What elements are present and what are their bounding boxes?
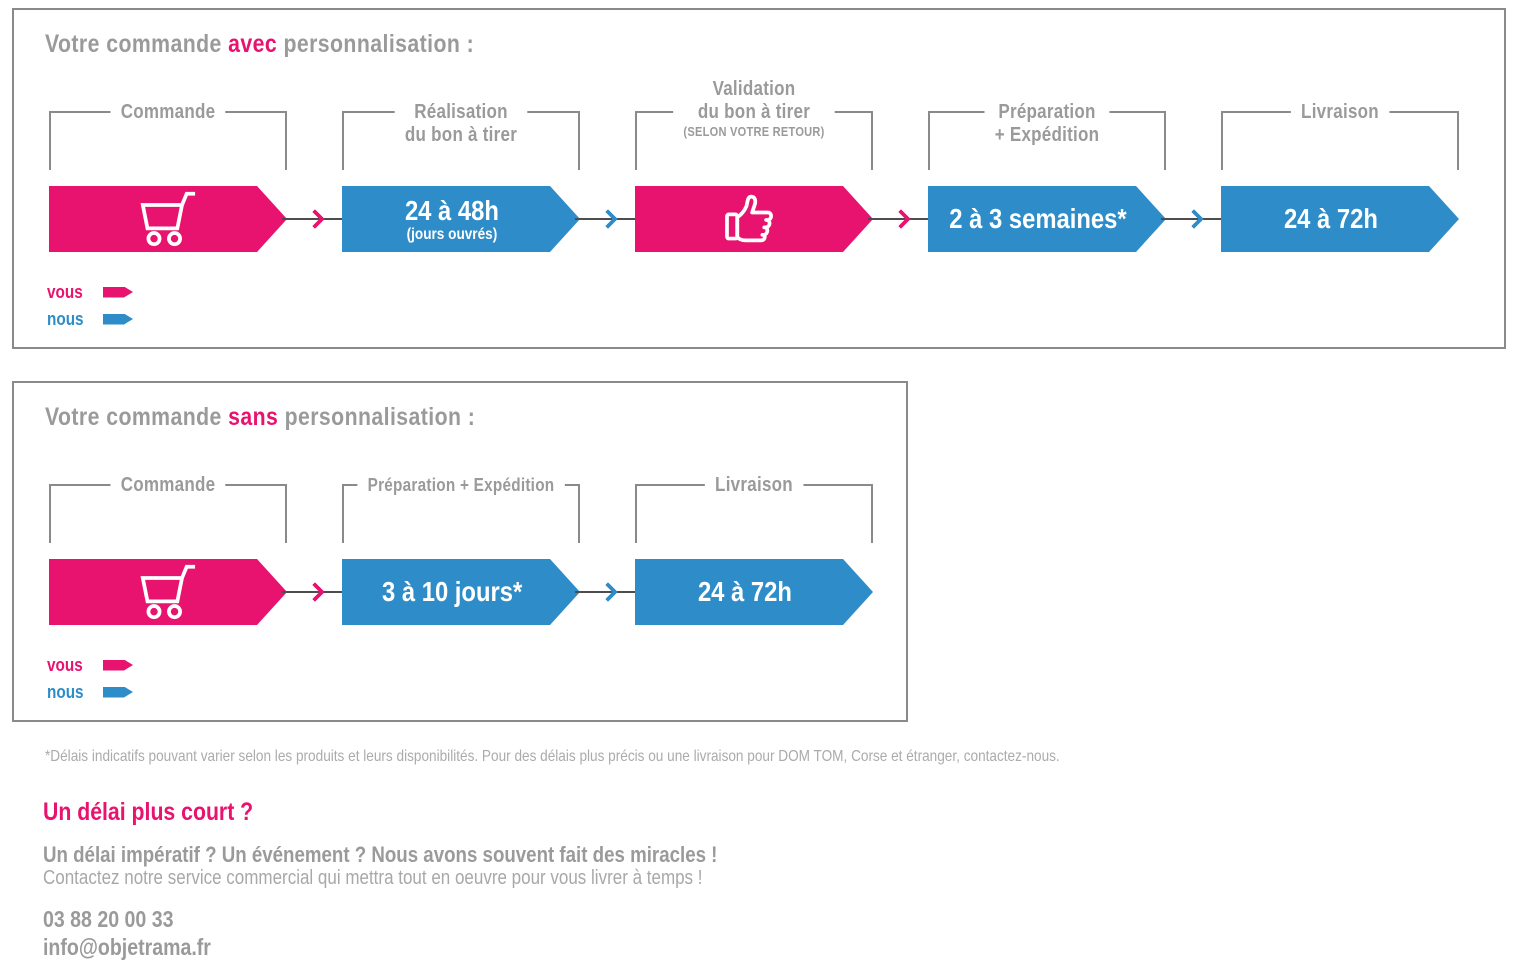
legend-label-nous: nous xyxy=(47,681,84,702)
legend: vous nous xyxy=(47,282,133,336)
flow-arrow xyxy=(282,111,347,252)
legend-row-vous: vous xyxy=(47,655,133,675)
legend-arrow-vous xyxy=(103,286,133,298)
step-commande: Commande xyxy=(49,474,287,625)
step-label: Livraison xyxy=(1301,101,1379,123)
step-block: 3 à 10 jours* xyxy=(342,559,580,625)
chevron-right-icon xyxy=(597,209,618,229)
step-bracket: Commande xyxy=(49,101,287,170)
step-label-note: (SELON VOTRE RETOUR) xyxy=(683,124,825,139)
step-duration: 3 à 10 jours* xyxy=(381,576,522,607)
panel-title: Votre commande sans personnalisation : xyxy=(45,403,551,432)
flow-arrow xyxy=(282,484,347,625)
step-bracket: Validation du bon à tirer (SELON VOTRE R… xyxy=(635,78,873,170)
step-realisation-bat: Réalisation du bon à tirer 24 à 48h (jou… xyxy=(342,101,580,252)
step-label: du bon à tirer xyxy=(404,124,518,146)
without-personalization-panel: Votre commande sans personnalisation : C… xyxy=(12,381,908,722)
flow-arrow xyxy=(868,111,933,252)
email-address: info@objetrama.fr xyxy=(43,934,211,960)
step-label: Commande xyxy=(120,474,216,496)
chevron-right-icon xyxy=(1183,209,1204,229)
with-personalization-panel: Votre commande avec personnalisation : C… xyxy=(12,8,1506,349)
step-block: 2 à 3 semaines* xyxy=(928,186,1166,252)
step-duration: 24 à 72h xyxy=(1283,203,1378,234)
step-livraison: Livraison 24 à 72h xyxy=(635,474,873,625)
panel-title: Votre commande avec personnalisation : xyxy=(45,30,550,59)
panel-title-suffix: personnalisation : xyxy=(283,30,475,58)
chevron-right-icon xyxy=(597,582,618,602)
legend-label-vous: vous xyxy=(47,654,83,675)
step-block xyxy=(49,559,287,625)
legend: vous nous xyxy=(47,655,133,709)
step-duration-note: (jours ouvrés) xyxy=(406,225,497,243)
step-bracket: Livraison xyxy=(1221,101,1459,170)
step-block: 24 à 48h (jours ouvrés) xyxy=(342,186,580,252)
step-block: 24 à 72h xyxy=(635,559,873,625)
step-bracket: Préparation + Expédition xyxy=(342,474,580,543)
flow-arrow xyxy=(1161,111,1226,252)
panel-title-prefix: Votre commande xyxy=(45,403,222,431)
step-label: Préparation xyxy=(998,101,1096,123)
step-preparation-expedition: Préparation + Expédition 3 à 10 jours* xyxy=(342,474,580,625)
step-label: Livraison xyxy=(715,474,793,496)
chevron-right-icon xyxy=(304,209,325,229)
step-label: Commande xyxy=(120,101,216,123)
panel-title-highlight: avec xyxy=(228,30,278,58)
legend-row-nous: nous xyxy=(47,682,133,702)
step-preparation-expedition: Préparation + Expédition 2 à 3 semaines* xyxy=(928,101,1166,252)
legend-label-vous: vous xyxy=(47,281,83,302)
flow-arrow xyxy=(575,111,640,252)
legend-arrow-nous xyxy=(103,686,133,698)
legend-arrow-vous xyxy=(103,659,133,671)
step-bracket: Préparation + Expédition xyxy=(928,101,1166,170)
panel-title-prefix: Votre commande xyxy=(45,30,222,58)
step-bracket: Commande xyxy=(49,474,287,543)
panel-title-suffix: personnalisation : xyxy=(284,403,476,431)
chevron-right-icon xyxy=(890,209,911,229)
legend-row-vous: vous xyxy=(47,282,133,302)
shorter-delay-heading: Un délai plus court ? xyxy=(43,798,254,826)
legend-row-nous: nous xyxy=(47,309,133,329)
step-commande: Commande xyxy=(49,101,287,252)
step-block xyxy=(49,186,287,252)
cta-regular-line: Contactez notre service commercial qui m… xyxy=(43,867,703,889)
phone-number: 03 88 20 00 33 xyxy=(43,906,174,932)
legend-label-nous: nous xyxy=(47,308,84,329)
cart-icon xyxy=(133,564,203,620)
cart-icon xyxy=(133,191,203,247)
step-label: du bon à tirer xyxy=(697,101,811,123)
flow-arrow xyxy=(575,484,640,625)
step-label: Validation xyxy=(712,78,796,100)
panel-title-highlight: sans xyxy=(228,403,279,431)
step-duration: 24 à 72h xyxy=(697,576,792,607)
step-block xyxy=(635,186,873,252)
chevron-right-icon xyxy=(304,582,325,602)
step-label: Réalisation xyxy=(414,101,508,123)
timeline-with-personalization: Commande Réalisati xyxy=(49,78,1459,252)
step-bracket: Livraison xyxy=(635,474,873,543)
delivery-footnote: *Délais indicatifs pouvant varier selon … xyxy=(45,748,1060,765)
step-label: Préparation + Expédition xyxy=(367,475,555,495)
timeline-without-personalization: Commande Préparati xyxy=(49,474,873,625)
step-validation-bat: Validation du bon à tirer (SELON VOTRE R… xyxy=(635,78,873,252)
thumbs-up-icon xyxy=(723,192,785,246)
legend-arrow-nous xyxy=(103,313,133,325)
cta-bold-line: Un délai impératif ? Un événement ? Nous… xyxy=(43,842,718,867)
step-livraison: Livraison 24 à 72h xyxy=(1221,101,1459,252)
step-duration: 2 à 3 semaines* xyxy=(948,203,1127,234)
step-label: + Expédition xyxy=(994,124,1100,146)
step-bracket: Réalisation du bon à tirer xyxy=(342,101,580,170)
step-block: 24 à 72h xyxy=(1221,186,1459,252)
step-duration: 24 à 48h xyxy=(404,194,499,226)
